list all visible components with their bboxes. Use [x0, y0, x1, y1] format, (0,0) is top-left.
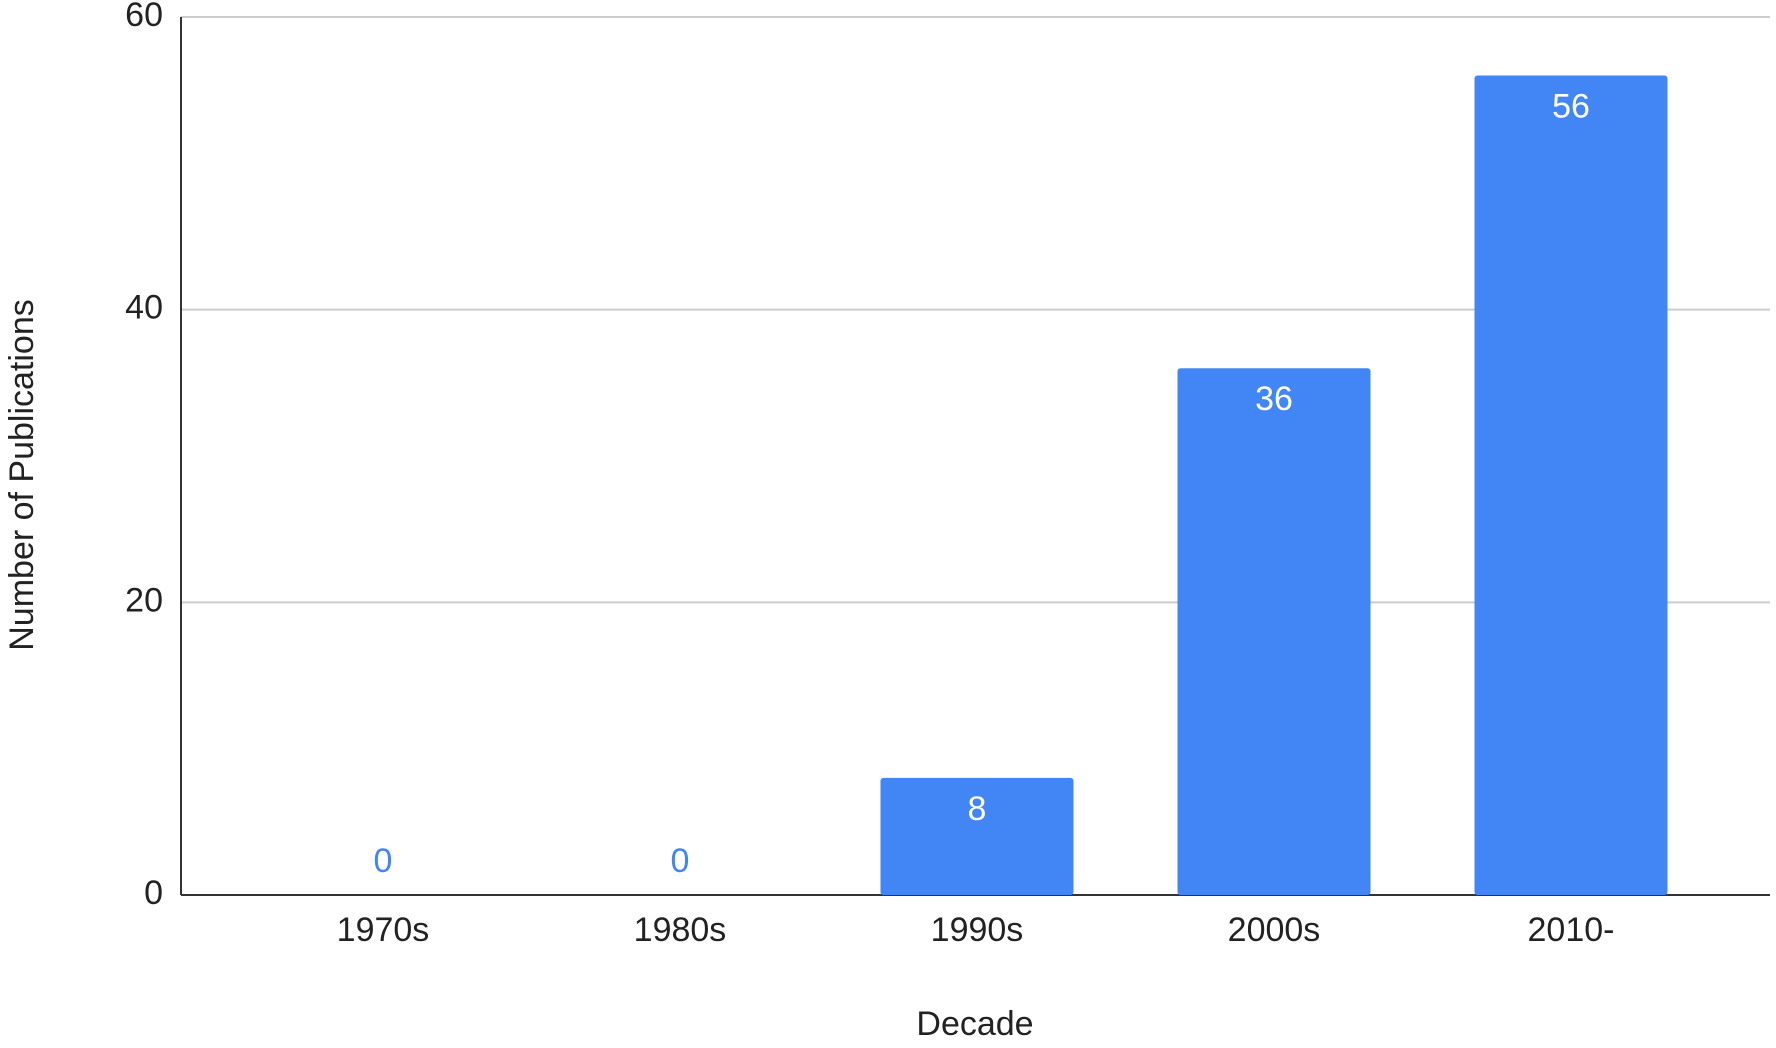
y-tick-label: 60 — [125, 0, 163, 34]
x-tick-label: 2000s — [1228, 911, 1321, 949]
y-tick-label: 40 — [125, 289, 163, 327]
data-label: 0 — [374, 842, 393, 880]
y-axis-title: Number of Publications — [3, 299, 41, 651]
bar — [1474, 75, 1668, 896]
x-tick-label: 2010- — [1528, 911, 1615, 949]
y-tick-label: 0 — [144, 874, 163, 912]
data-label: 8 — [968, 790, 987, 828]
data-label: 56 — [1552, 88, 1590, 126]
x-tick-label: 1970s — [337, 911, 430, 949]
y-tick-label: 20 — [125, 581, 163, 619]
bar — [1177, 368, 1371, 895]
x-tick-label: 1990s — [931, 911, 1024, 949]
bar — [880, 777, 1074, 895]
data-label: 36 — [1255, 380, 1293, 418]
x-tick-label: 1980s — [634, 911, 727, 949]
x-axis-title: Decade — [916, 1005, 1033, 1043]
data-label: 0 — [671, 842, 690, 880]
